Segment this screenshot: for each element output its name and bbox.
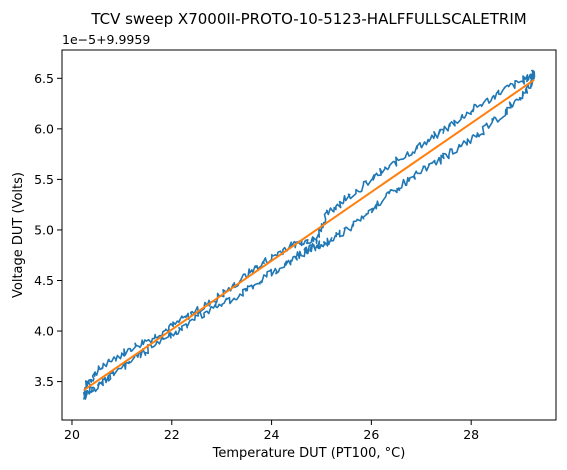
x-tick-label: 26 [363, 427, 379, 442]
plot-frame [61, 49, 557, 421]
y-tick-label: 6.5 [34, 71, 54, 86]
y-tick-label: 3.5 [34, 374, 54, 389]
chart-title: TCV sweep X7000II-PROTO-10-5123-HALFFULL… [90, 10, 526, 28]
y-offset-text: 1e−5+9.9959 [62, 32, 150, 47]
x-tick-label: 24 [264, 427, 280, 442]
x-tick-label: 22 [164, 427, 180, 442]
y-axis-label: Voltage DUT (Volts) [11, 172, 26, 298]
series-layer [83, 69, 536, 400]
x-axis-label: Temperature DUT (PT100, °C) [212, 446, 406, 461]
y-axis-ticks: 3.5 4.0 4.5 5.0 5.5 6.0 6.5 [34, 71, 62, 389]
x-tick-label: 20 [64, 427, 80, 442]
y-tick-label: 4.0 [34, 324, 54, 339]
y-tick-label: 4.5 [34, 273, 54, 288]
x-tick-label: 28 [463, 427, 479, 442]
y-tick-label: 5.5 [34, 172, 54, 187]
x-axis-ticks: 20 22 24 26 28 [64, 420, 479, 442]
fit-series-line [83, 79, 535, 391]
measured-series-line [83, 69, 536, 400]
y-tick-label: 5.0 [34, 222, 54, 237]
y-tick-label: 6.0 [34, 121, 54, 136]
